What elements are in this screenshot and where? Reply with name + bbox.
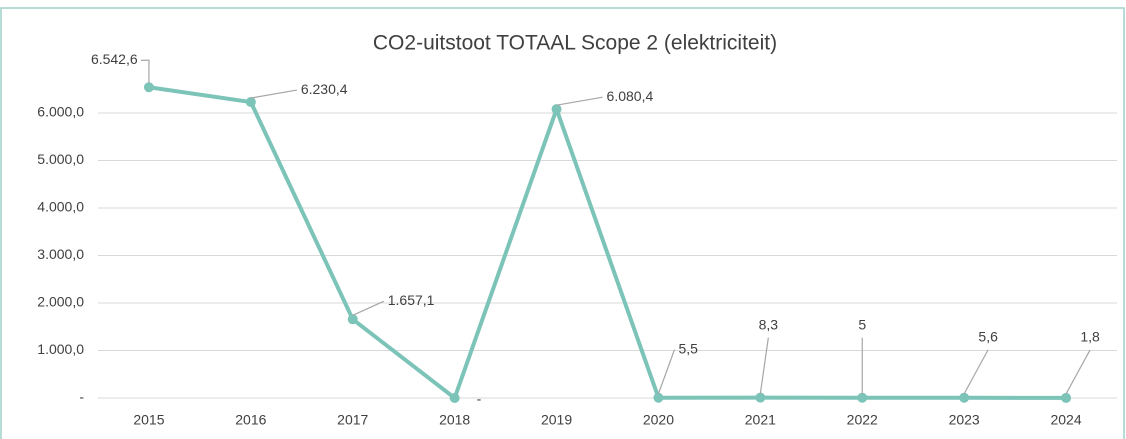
- label-leader: [250, 89, 297, 99]
- chart-border: [0, 7, 1125, 439]
- data-label: 5,5: [678, 340, 698, 356]
- data-point: [653, 392, 664, 403]
- data-point: [857, 392, 868, 403]
- data-point: [245, 97, 256, 108]
- data-point: [143, 82, 154, 93]
- data-point: [551, 104, 562, 115]
- data-label: 6.230,4: [301, 81, 348, 97]
- y-tick-label: 5.000,0: [37, 151, 84, 167]
- label-leader: [963, 349, 989, 395]
- x-tick-label: 2024: [1050, 412, 1081, 428]
- data-point: [449, 393, 460, 403]
- data-label: 6.080,4: [607, 88, 654, 104]
- x-tick-label: 2016: [235, 412, 266, 428]
- y-tick-label: 1.000,0: [37, 341, 84, 357]
- x-tick-label: 2023: [949, 412, 980, 428]
- chart-title: CO2-uitstoot TOTAAL Scope 2 (elektricite…: [373, 32, 777, 55]
- x-tick-label: 2019: [541, 412, 572, 428]
- y-tick-label: 3.000,0: [37, 246, 84, 262]
- label-leader: [657, 349, 676, 394]
- data-label: 5: [858, 316, 866, 332]
- data-label: 6.542,6: [91, 51, 138, 67]
- y-tick-label: -: [79, 389, 84, 405]
- data-label: 8,3: [759, 316, 779, 332]
- label-leader: [759, 337, 769, 394]
- label-leader: [140, 59, 150, 84]
- x-tick-label: 2018: [439, 412, 470, 428]
- x-tick-label: 2022: [847, 412, 878, 428]
- data-point: [347, 314, 358, 325]
- x-tick-label: 2020: [643, 412, 674, 428]
- y-tick-label: 2.000,0: [37, 294, 84, 310]
- data-point: [959, 392, 970, 403]
- label-leader: [1065, 349, 1091, 395]
- x-tick-label: 2017: [337, 412, 368, 428]
- x-tick-label: 2015: [133, 412, 164, 428]
- label-leader: [556, 96, 603, 106]
- data-point: [755, 392, 766, 403]
- x-tick-label: 2021: [745, 412, 776, 428]
- data-label: 1.657,1: [388, 292, 435, 308]
- data-label: 1,8: [1080, 329, 1100, 345]
- label-leader: [352, 300, 384, 316]
- data-label: 5,6: [978, 328, 998, 344]
- data-point: [1061, 392, 1072, 403]
- y-tick-label: 4.000,0: [37, 199, 84, 215]
- data-line: [148, 85, 1067, 400]
- data-label: -: [477, 391, 482, 407]
- y-tick-label: 6.000,0: [37, 104, 84, 120]
